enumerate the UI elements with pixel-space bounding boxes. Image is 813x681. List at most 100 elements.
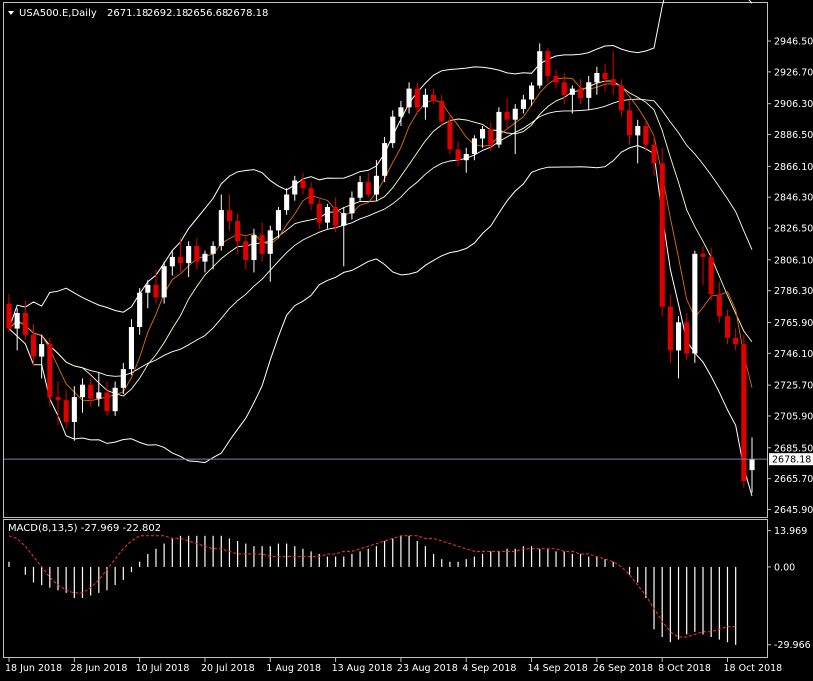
candle (480, 125, 486, 148)
time-tick-label: 14 Sep 2018 (528, 663, 588, 674)
candle (137, 288, 143, 335)
candle (382, 136, 388, 183)
candle (725, 309, 731, 345)
current-price-label: 2678.18 (772, 455, 811, 466)
candle-body (651, 144, 657, 164)
price-tick-label: 2746.10 (774, 349, 813, 360)
candle-body (80, 384, 86, 398)
time-tick-label: 1 Aug 2018 (266, 663, 321, 674)
candle (749, 437, 755, 493)
candle (569, 85, 575, 114)
candle-body (88, 384, 94, 399)
candle-body (137, 292, 143, 327)
candle-body (202, 253, 208, 262)
candle-body (316, 203, 322, 223)
price-tick-label: 2705.90 (774, 411, 813, 422)
candle-body (169, 256, 175, 267)
candle (316, 197, 322, 229)
current-price-tag (769, 453, 813, 466)
candle (251, 228, 257, 273)
candle-body (210, 246, 216, 254)
candle-body (684, 322, 690, 354)
candle-body (610, 79, 616, 86)
candle (602, 63, 608, 92)
time-tick-label: 4 Sep 2018 (462, 663, 516, 674)
candle-body (414, 88, 420, 108)
macd-plot (8, 535, 737, 645)
candle (210, 241, 216, 270)
candle (545, 48, 551, 83)
candle-body (659, 163, 665, 307)
candle (112, 381, 118, 416)
price-tick-label: 2665.70 (774, 474, 813, 485)
candle-body (292, 180, 298, 195)
candle-body (308, 188, 314, 204)
candle (324, 203, 330, 229)
candle (618, 79, 624, 117)
candle (161, 261, 167, 304)
candle (243, 235, 249, 270)
candle (447, 113, 453, 155)
candle-body (259, 235, 265, 254)
candle (537, 43, 543, 89)
candle (520, 94, 526, 114)
candle (218, 194, 224, 251)
candle (455, 141, 461, 167)
chart-title: USA500.E,Daily (19, 8, 97, 19)
time-tick-label: 28 Jun 2018 (70, 663, 127, 674)
price-axis: 2946.50 2926.70 2906.30 2886.50 2866.10 2846.… (767, 37, 813, 516)
candle-body (324, 207, 330, 223)
candle-body (128, 327, 134, 370)
candle-body (512, 108, 518, 120)
candle-body (716, 294, 722, 317)
price-tick-label: 2866.10 (774, 162, 813, 173)
candle (561, 72, 567, 105)
candle-body (251, 235, 257, 260)
candle (667, 294, 673, 363)
moving-average-fast (8, 77, 753, 402)
candle (63, 390, 69, 429)
candle-body (496, 111, 502, 145)
candle-body (218, 210, 224, 246)
price-tick-label: 2765.90 (774, 318, 813, 329)
candle (422, 88, 428, 120)
price-tick-label: 2645.90 (774, 505, 813, 516)
candle-body (643, 126, 649, 145)
candle-body (463, 154, 469, 161)
candle (349, 191, 355, 220)
time-tick-label: 23 Aug 2018 (397, 663, 458, 674)
macd-signal-line (8, 535, 736, 638)
macd-tick-label: -29.966 (774, 640, 811, 651)
candle (145, 280, 151, 309)
price-tick-label: 2826.50 (774, 224, 813, 235)
candle-body (627, 110, 633, 136)
candle-body (333, 207, 339, 226)
candle-body (63, 400, 69, 422)
candle (439, 94, 445, 126)
candle (684, 312, 690, 360)
price-tick-label: 2725.70 (774, 381, 813, 392)
candle (496, 107, 502, 148)
price-tick-label: 2906.30 (774, 99, 813, 110)
candle (284, 188, 290, 215)
bollinger-middle-line (8, 98, 753, 377)
candle (128, 319, 134, 376)
candle (373, 160, 379, 201)
candle-body (226, 210, 232, 221)
candle (55, 381, 61, 426)
candle-body (520, 99, 526, 109)
candle-body (120, 369, 126, 388)
price-tick-label: 2886.50 (774, 130, 813, 141)
price-tick-label: 2786.30 (774, 286, 813, 297)
candle (504, 97, 510, 130)
candle-body (635, 126, 641, 136)
candle-body (569, 88, 575, 95)
candle-body (39, 344, 45, 357)
candle (586, 76, 592, 111)
price-tick-label: 2806.10 (774, 255, 813, 266)
chart-menu-triangle-icon[interactable] (8, 11, 14, 15)
candle-body (708, 256, 714, 295)
candle-body (235, 221, 241, 242)
candle-body (243, 241, 249, 260)
